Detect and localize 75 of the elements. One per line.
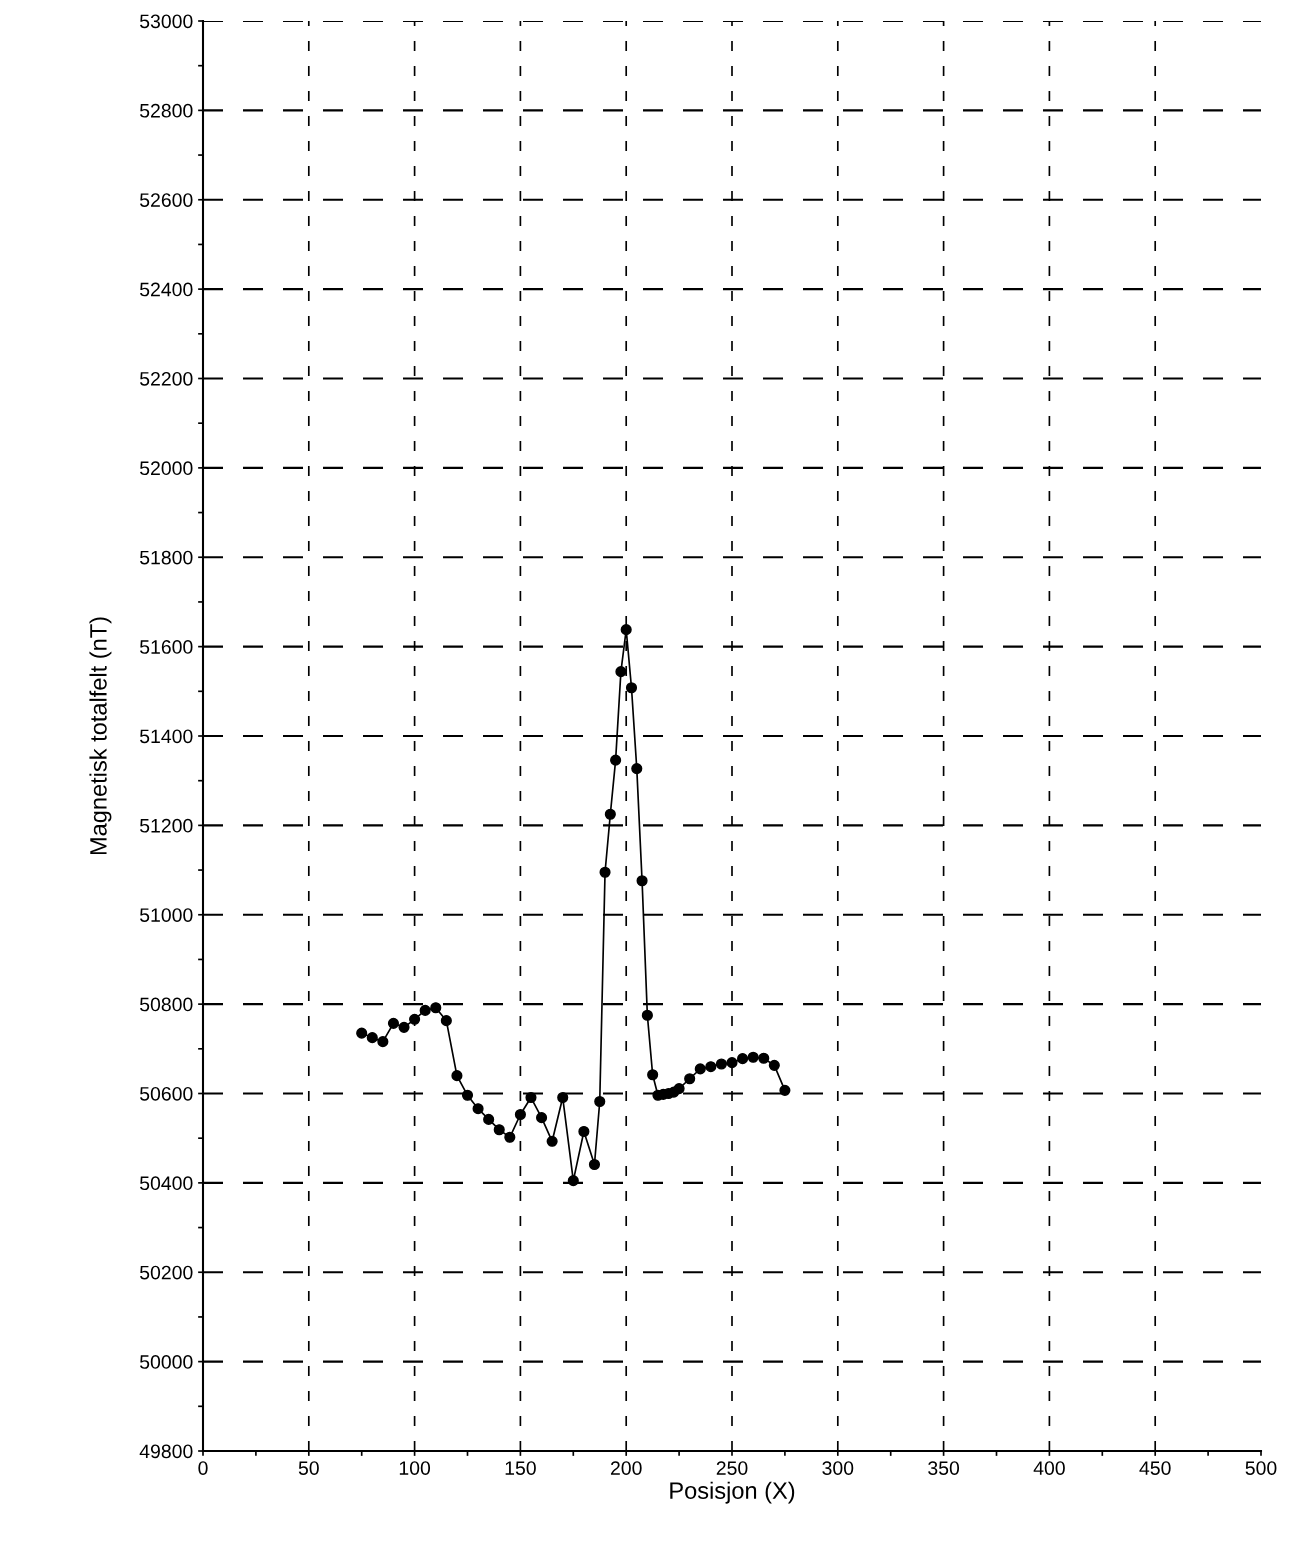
point (483, 1113, 495, 1125)
y-tick-label: 51600 (139, 640, 193, 654)
point (768, 1059, 780, 1071)
y-tick-label: 51400 (139, 729, 193, 744)
point (546, 1135, 558, 1147)
y-tick-label: 53000 (139, 14, 193, 29)
point (430, 1002, 442, 1014)
point (387, 1017, 399, 1029)
point (636, 875, 648, 887)
y-tick-label: 49800 (139, 1444, 193, 1459)
point (567, 1175, 579, 1187)
point (409, 1013, 421, 1025)
point (599, 866, 611, 878)
point (647, 1069, 659, 1081)
point (673, 1083, 685, 1095)
y-axis-title: Magnetisk totalfelt (nT) (89, 617, 112, 855)
point (594, 1095, 606, 1108)
x-tick-label: 500 (1245, 1461, 1277, 1475)
point (747, 1051, 759, 1063)
point (684, 1073, 696, 1085)
point (620, 624, 632, 636)
point (610, 754, 622, 766)
point (525, 1091, 537, 1104)
y-tick-label: 52000 (139, 461, 193, 476)
x-axis-title: Posisjon (X) (670, 1481, 795, 1504)
point (758, 1052, 770, 1064)
y-tick-label: 51000 (139, 908, 193, 922)
point (615, 666, 627, 678)
point (377, 1036, 389, 1048)
x-tick-label: 350 (928, 1461, 960, 1475)
y-tick-label: 50200 (139, 1265, 193, 1280)
point (514, 1108, 526, 1121)
y-tick-label: 52600 (139, 193, 193, 207)
point (366, 1032, 378, 1044)
x-tick-label: 400 (1033, 1461, 1065, 1475)
y-tick-label: 50000 (139, 1355, 193, 1369)
point (440, 1015, 452, 1027)
x-tick-label: 150 (505, 1461, 536, 1475)
y-tick-label: 50600 (139, 1086, 193, 1101)
point (557, 1091, 569, 1104)
point (461, 1089, 474, 1101)
point (472, 1103, 484, 1115)
x-tick-label: 100 (399, 1461, 431, 1475)
x-tick-label: 250 (716, 1461, 748, 1475)
x-tick-label: 50 (298, 1461, 319, 1475)
y-tick-label: 51200 (139, 818, 193, 833)
point (588, 1158, 601, 1171)
x-tick-label: 300 (822, 1461, 854, 1475)
point (536, 1112, 548, 1124)
point (578, 1125, 590, 1138)
x-tick-label: 450 (1139, 1461, 1171, 1475)
y-tick-label: 52800 (139, 103, 193, 118)
x-tick-label: 200 (610, 1461, 642, 1475)
point (737, 1053, 749, 1065)
point (631, 763, 643, 775)
point (779, 1084, 791, 1096)
point (451, 1070, 463, 1082)
point (726, 1057, 738, 1069)
point (694, 1063, 706, 1075)
y-tick-label: 51800 (139, 550, 193, 565)
point (398, 1021, 410, 1033)
point (493, 1124, 505, 1136)
point (356, 1027, 368, 1039)
y-tick-label: 50800 (139, 997, 193, 1012)
point (715, 1058, 727, 1070)
point (504, 1131, 516, 1143)
y-tick-label: 52400 (139, 282, 193, 297)
point (625, 682, 638, 694)
point (705, 1061, 717, 1073)
y-tick-label: 52200 (139, 371, 193, 386)
point (419, 1004, 431, 1016)
point (641, 1009, 653, 1021)
point (604, 808, 616, 820)
x-tick-label: 0 (198, 1461, 208, 1475)
y-tick-label: 50400 (139, 1176, 193, 1191)
